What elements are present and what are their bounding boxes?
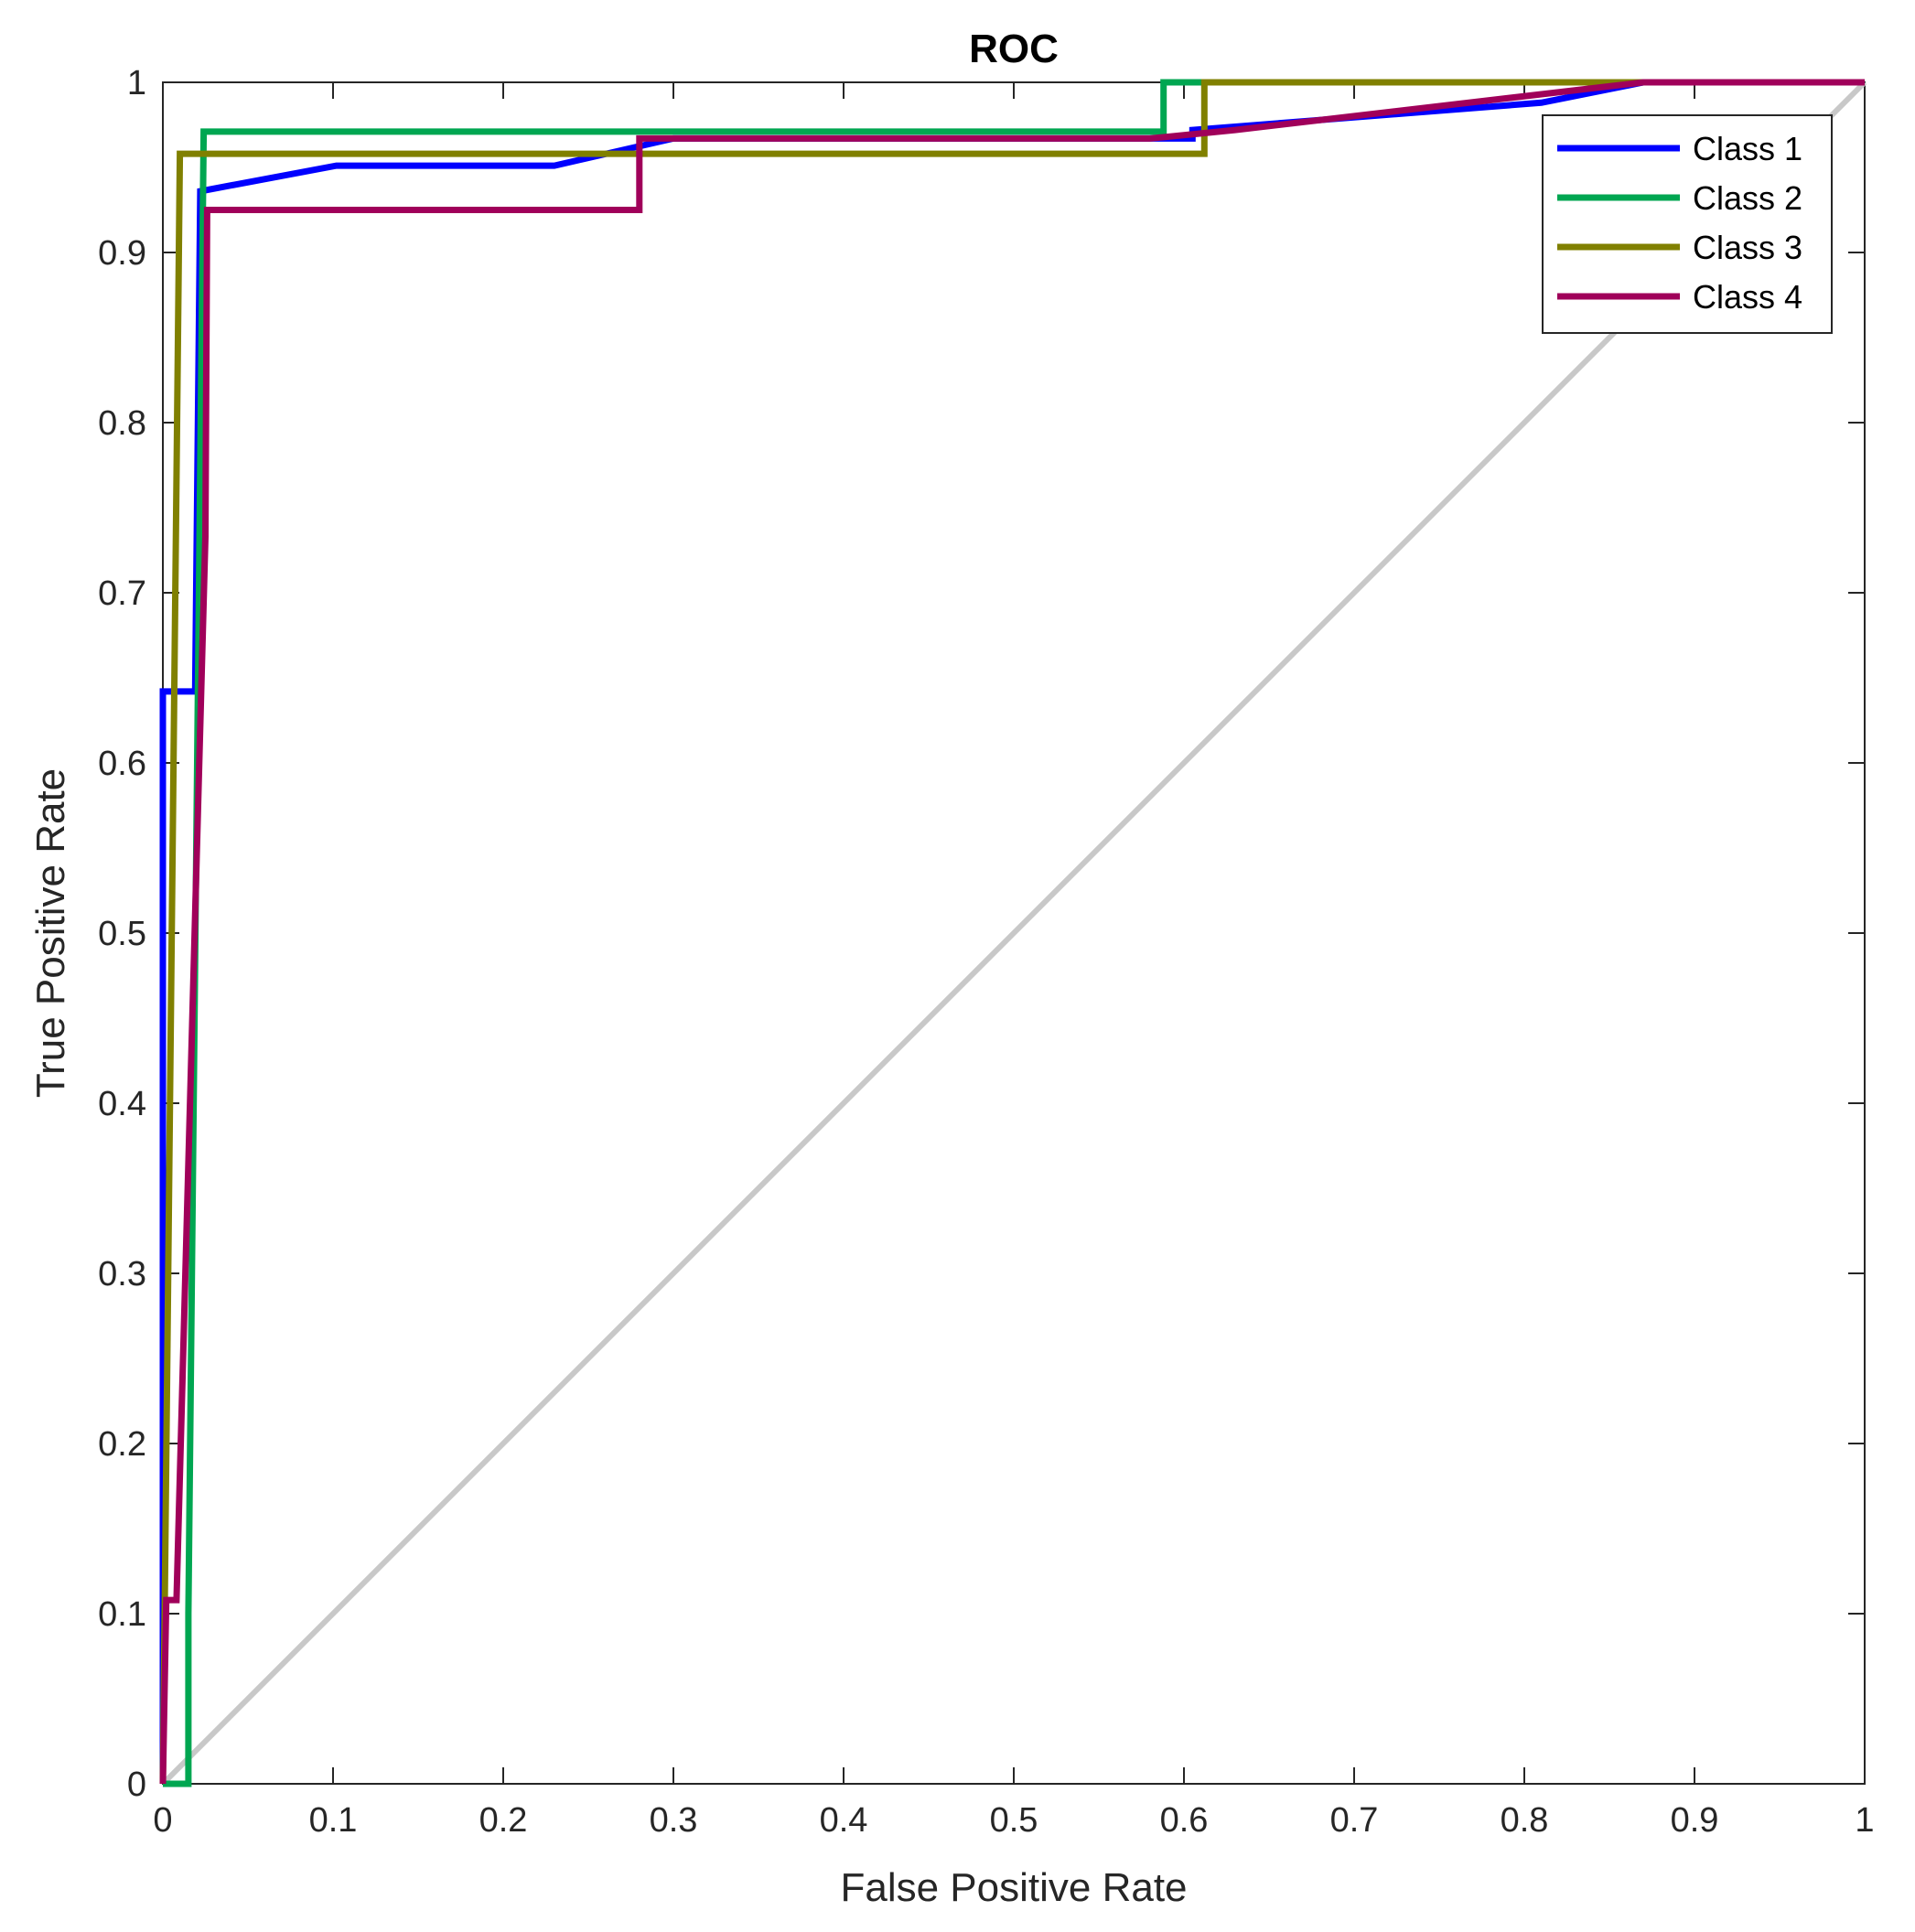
series-line-class-4 <box>159 79 1865 1785</box>
plot-area: 0 0.1 0.2 0.3 0.4 0.5 0.6 0.7 0.8 0.9 1 0 0.1 0.2 0.3 0… <box>98 64 1874 1840</box>
legend-label-class-1: Class 1 <box>1693 130 1802 167</box>
x-tick-label: 0.8 <box>1501 1801 1549 1840</box>
x-tick-label: 0.4 <box>820 1801 868 1840</box>
legend-label-class-3: Class 3 <box>1693 229 1802 266</box>
x-tick-label: 0.2 <box>479 1801 528 1840</box>
x-tick-label: 0.7 <box>1330 1801 1379 1840</box>
x-tick-label: 1 <box>1855 1801 1874 1840</box>
y-tick-label: 0.3 <box>98 1255 146 1293</box>
x-tick-label: 0.9 <box>1671 1801 1719 1840</box>
chart-title: ROC <box>969 27 1059 71</box>
x-tick-label: 0.5 <box>990 1801 1038 1840</box>
y-tick-label: 0 <box>127 1766 146 1804</box>
x-tick-label: 0 <box>153 1801 172 1840</box>
y-tick-label: 0.5 <box>98 915 146 953</box>
x-axis-label: False Positive Rate <box>840 1865 1187 1910</box>
y-tick-label: 0.7 <box>98 574 146 613</box>
x-tick-label: 0.1 <box>309 1801 358 1840</box>
x-tick-label: 0.3 <box>650 1801 698 1840</box>
y-tick-label: 0.4 <box>98 1085 146 1123</box>
y-tick-label: 0.9 <box>98 234 146 273</box>
legend-label-class-4: Class 4 <box>1693 278 1802 316</box>
y-tick-label: 0.1 <box>98 1595 146 1634</box>
legend: Class 1 Class 2 Class 3 Class 4 <box>1542 114 1833 334</box>
legend-label-class-2: Class 2 <box>1693 179 1802 217</box>
y-axis-label: True Positive Rate <box>28 768 73 1098</box>
y-tick-label: 0.6 <box>98 745 146 783</box>
x-tick-label: 0.6 <box>1160 1801 1209 1840</box>
series-line-class-2 <box>163 79 1865 1787</box>
y-tick-label: 0.2 <box>98 1425 146 1464</box>
chance-diagonal-line <box>160 80 1867 1787</box>
series-line-class-3 <box>159 79 1865 1785</box>
y-tick-label: 1 <box>127 64 146 102</box>
y-tick-label: 0.8 <box>98 404 146 443</box>
